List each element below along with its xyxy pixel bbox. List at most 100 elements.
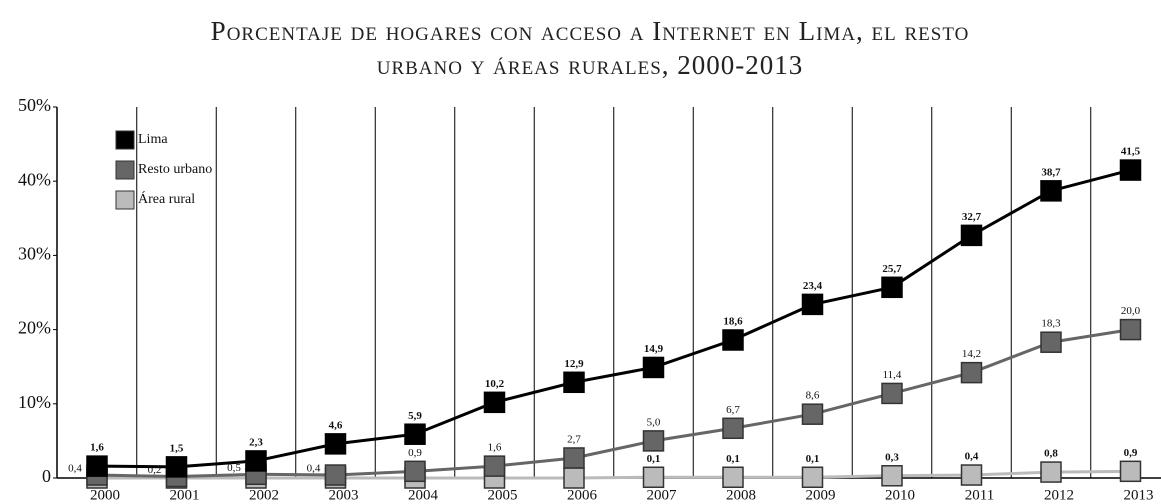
marker: [881, 382, 903, 405]
series-line: [96, 168, 1131, 469]
x-tick-label: 2011: [965, 487, 994, 503]
marker: [86, 455, 108, 477]
data-label: 0,4: [965, 451, 979, 463]
marker: [881, 276, 903, 299]
marker: [245, 450, 267, 472]
marker: [1040, 461, 1062, 483]
x-tick-label: 2007: [647, 487, 678, 503]
data-label: 0,9: [408, 447, 422, 459]
data-label: 0,4: [68, 463, 82, 475]
x-tick-label: 2009: [806, 487, 836, 503]
x-tick-label: 2002: [249, 487, 279, 503]
marker: [642, 430, 665, 452]
x-tick-label: 2004: [408, 487, 439, 503]
data-label: 2,3: [249, 436, 263, 448]
data-label: 12,9: [564, 358, 584, 370]
x-tick-label: 2010: [885, 487, 915, 503]
series-line: [96, 328, 1131, 479]
y-tick-label: 40%: [18, 169, 51, 189]
marker: [1119, 159, 1142, 181]
data-label: 38,7: [1041, 166, 1061, 178]
marker: [1119, 318, 1142, 341]
marker: [801, 293, 824, 316]
marker: [483, 455, 506, 477]
data-label: 0,9: [1124, 447, 1138, 459]
y-tick-label: 50%: [18, 95, 51, 115]
data-label: 1,6: [488, 442, 502, 454]
marker: [563, 447, 585, 469]
legend-label: Área rural: [138, 190, 195, 207]
legend-label: Lima: [138, 132, 168, 147]
x-tick-label: 2000: [90, 487, 120, 503]
data-label: 1,6: [90, 442, 104, 454]
marker: [881, 465, 903, 487]
marker: [960, 224, 983, 247]
x-tick-label: 2013: [1124, 487, 1154, 503]
data-label: 10,2: [485, 378, 505, 390]
marker: [642, 466, 665, 489]
data-label: 25,7: [882, 263, 902, 275]
legend-swatch: [115, 190, 135, 210]
marker: [324, 433, 347, 455]
data-label: 5,0: [647, 416, 661, 428]
data-label: 0,1: [726, 453, 740, 465]
marker: [165, 456, 188, 478]
marker: [563, 467, 585, 489]
data-label: 0,4: [307, 463, 321, 475]
y-tick-label: 30%: [18, 244, 51, 264]
data-label: 1,5: [170, 442, 184, 454]
x-tick-label: 2008: [726, 487, 756, 503]
marker: [722, 417, 744, 440]
marker: [563, 371, 585, 394]
marker: [960, 361, 983, 384]
marker: [324, 464, 347, 486]
marker: [483, 391, 506, 414]
data-label: 8,6: [806, 390, 820, 402]
chart-title: Porcentaje de hogares con acceso a Inter…: [210, 16, 970, 80]
data-label: 32,7: [962, 211, 982, 223]
x-tick-label: 2006: [567, 487, 598, 503]
data-label: 0,3: [885, 451, 899, 463]
marker: [1119, 460, 1142, 483]
legend-label: Resto urbano: [138, 162, 212, 177]
x-tick-label: 2005: [488, 487, 518, 503]
marker: [960, 464, 983, 486]
legend-swatch: [115, 130, 135, 150]
data-label: 0,8: [1044, 448, 1058, 460]
data-label: 11,4: [883, 369, 902, 381]
data-label: 2,7: [567, 433, 581, 445]
x-tick-label: 2003: [329, 487, 359, 503]
data-label: 23,4: [803, 280, 823, 292]
marker: [722, 466, 744, 489]
data-label: 6,7: [726, 404, 740, 416]
data-label: 0,1: [647, 453, 661, 465]
marker: [404, 460, 426, 483]
marker: [801, 403, 824, 425]
marker: [404, 423, 426, 445]
marker: [722, 329, 744, 351]
marker: [1040, 180, 1062, 202]
marker: [642, 356, 665, 379]
marker: [801, 466, 824, 489]
data-label: 4,6: [329, 419, 343, 431]
data-label: 41,5: [1121, 146, 1141, 158]
data-label: 18,3: [1041, 318, 1061, 330]
y-tick-label: 0: [42, 466, 51, 486]
data-label: 0,2: [148, 464, 162, 476]
data-label: 5,9: [408, 410, 422, 422]
data-label: 0,5: [227, 462, 241, 474]
data-label: 14,9: [644, 343, 664, 355]
y-tick-label: 10%: [18, 392, 51, 412]
legend-swatch: [115, 160, 135, 180]
x-tick-label: 2012: [1044, 487, 1074, 503]
marker: [1040, 331, 1062, 353]
data-label: 18,6: [723, 316, 743, 328]
y-tick-label: 20%: [18, 318, 51, 338]
data-label: 14,2: [962, 348, 981, 360]
data-label: 0,1: [806, 453, 820, 465]
data-label: 20,0: [1121, 305, 1141, 317]
series-line: [97, 469, 1131, 480]
x-tick-label: 2001: [170, 487, 200, 503]
